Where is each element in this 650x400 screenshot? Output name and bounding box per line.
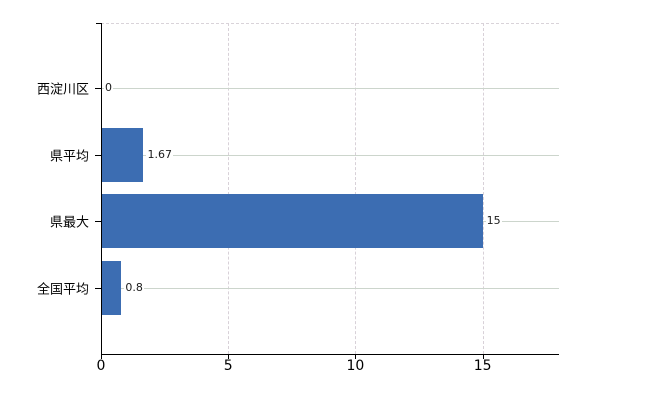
h-gridline (101, 154, 559, 156)
x-tick-label: 0 (96, 358, 106, 374)
x-tick-label: 10 (346, 358, 365, 374)
x-tick (482, 354, 484, 359)
y-axis-line (101, 23, 102, 359)
category-label: 西淀川区 (36, 82, 89, 98)
x-axis-line (101, 354, 559, 355)
category-label: 県最大 (49, 215, 89, 231)
bar (101, 261, 122, 316)
x-tick (355, 354, 357, 359)
x-tick-label: 5 (223, 358, 233, 374)
value-label: 0.8 (124, 281, 144, 295)
h-gridline (101, 288, 559, 290)
category-label: 全国平均 (36, 282, 89, 298)
x-tick (228, 354, 230, 359)
category-tick (95, 88, 101, 89)
category-label: 県平均 (49, 149, 89, 165)
bar (101, 127, 144, 182)
x-tick-label: 15 (473, 358, 492, 374)
category-tick (95, 288, 101, 290)
plot-top-border (101, 23, 559, 24)
value-label: 0 (104, 80, 113, 95)
v-gridline (228, 23, 230, 354)
category-tick (95, 221, 101, 223)
category-tick (95, 154, 101, 156)
h-gridline (101, 88, 559, 89)
value-label: 15 (485, 214, 502, 228)
v-gridline (482, 23, 484, 354)
v-gridline (355, 23, 357, 354)
value-label: 1.67 (146, 147, 173, 161)
bar (101, 194, 483, 249)
axis-top-tick (96, 23, 101, 24)
